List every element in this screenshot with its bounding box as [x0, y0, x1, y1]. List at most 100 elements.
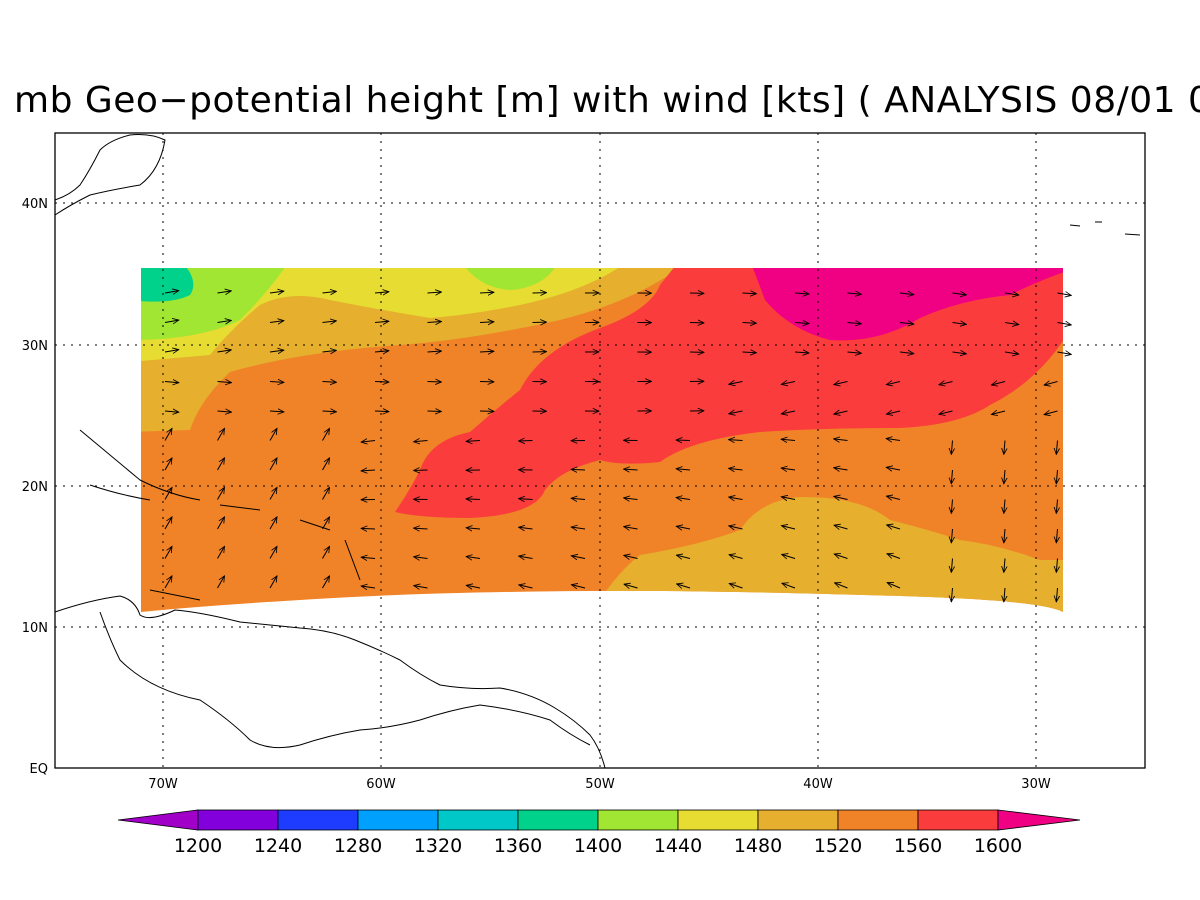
wind-vector	[322, 517, 330, 530]
wind-vector	[742, 293, 757, 294]
wind-vector	[427, 351, 442, 352]
wind-vector	[164, 382, 179, 383]
coast-caribbean	[79, 429, 361, 601]
wind-vector	[164, 458, 172, 471]
wind-vector	[217, 428, 225, 441]
wind-vector	[217, 291, 232, 293]
wind-vector	[887, 554, 901, 559]
wind-vector	[322, 382, 337, 383]
colorbar-swatch-9	[837, 809, 919, 831]
y-axis-labels: 40N 30N 20N 10N EQ	[22, 197, 48, 777]
wind-vector	[1056, 587, 1057, 602]
colorbar-tick-1520: 1520	[814, 835, 862, 857]
y-label-30n: 30N	[22, 339, 48, 354]
wind-vector	[269, 411, 284, 412]
x-axis-labels: 70W 60W 50W 40W 30W	[148, 777, 1051, 792]
wind-vector	[794, 352, 809, 353]
wind-vector	[742, 323, 757, 324]
wind-vector	[164, 517, 172, 530]
wind-vector	[781, 526, 796, 529]
colorbar-swatch-6	[597, 809, 679, 831]
wind-vector	[374, 382, 389, 383]
wind-vector	[899, 293, 914, 295]
map-title: mb Geo−potential height [m] with wind [k…	[14, 80, 1200, 121]
wind-vector	[269, 458, 277, 471]
wind-vector	[164, 576, 172, 589]
wind-vector	[217, 487, 225, 500]
wind-vector	[479, 292, 494, 293]
wind-vector	[1056, 440, 1057, 455]
colorbar-tick-1560: 1560	[894, 835, 942, 857]
wind-vector	[1004, 293, 1019, 295]
wind-vector	[322, 411, 337, 412]
colorbar-swatch-10	[917, 809, 999, 831]
wind-vector	[729, 468, 743, 470]
wind-vector	[834, 439, 848, 441]
wind-vector	[361, 586, 376, 588]
wind-vector	[1057, 323, 1072, 325]
wind-vector	[729, 411, 743, 414]
wind-vector	[571, 469, 586, 470]
wind-vector	[1044, 382, 1058, 386]
wind-vector	[269, 428, 277, 441]
wind-vector	[624, 555, 638, 558]
coast-south-america	[54, 595, 606, 769]
wind-vector	[729, 555, 743, 559]
wind-vector	[374, 351, 389, 352]
wind-vector	[414, 557, 428, 559]
y-label-40n: 40N	[22, 197, 48, 212]
wind-vector	[781, 411, 796, 414]
wind-vector	[1004, 587, 1005, 602]
field-band-1440-cap	[460, 268, 560, 290]
wind-vector	[886, 382, 901, 385]
wind-vector	[1004, 499, 1005, 514]
wind-vector	[571, 585, 586, 588]
wind-vector	[269, 321, 284, 323]
wind-vector	[886, 467, 901, 470]
wind-vector	[952, 293, 967, 295]
wind-vector	[729, 382, 743, 385]
wind-vector	[676, 526, 691, 529]
colorbar-tick-1600: 1600	[974, 835, 1022, 857]
wind-vector	[164, 487, 172, 500]
wind-vector	[164, 546, 172, 559]
coast-amazon-interior	[99, 611, 591, 749]
wind-vector	[886, 496, 901, 499]
wind-vector	[782, 554, 796, 558]
wind-vector	[624, 527, 638, 529]
wind-vector	[269, 576, 277, 589]
wind-vector	[624, 584, 638, 588]
wind-vector	[835, 583, 848, 589]
wind-vector	[951, 587, 952, 602]
field-band-1400	[141, 268, 194, 302]
colorbar-tick-1200: 1200	[174, 835, 222, 857]
colorbar-swatch-7	[677, 809, 759, 831]
wind-vector	[834, 382, 848, 385]
wind-vector	[676, 498, 691, 500]
wind-vector	[519, 527, 533, 529]
wind-vector	[939, 411, 953, 414]
colorbar-tick-1360: 1360	[494, 835, 542, 857]
wind-vector	[676, 555, 691, 558]
wind-vector	[991, 411, 1006, 415]
wind-vector	[729, 584, 743, 589]
wind-vector	[834, 554, 848, 559]
wind-vector	[427, 322, 442, 323]
wind-vector	[322, 350, 337, 352]
wind-vector	[361, 470, 376, 471]
wind-vector	[794, 323, 809, 324]
wind-vector	[164, 350, 179, 352]
wind-vector	[899, 323, 914, 325]
wind-vector	[1044, 411, 1058, 415]
wind-vector	[217, 517, 225, 530]
wind-vector	[217, 411, 232, 412]
colorbar-low-arrow	[117, 809, 199, 831]
wind-vector	[624, 469, 638, 470]
wind-vector	[951, 469, 952, 484]
wind-vector	[519, 585, 533, 588]
wind-vector	[519, 441, 533, 442]
colorbar-swatch-1	[197, 809, 279, 831]
colorbar-tick-1240: 1240	[254, 835, 302, 857]
wind-vector	[164, 320, 179, 322]
grid	[55, 133, 1145, 768]
